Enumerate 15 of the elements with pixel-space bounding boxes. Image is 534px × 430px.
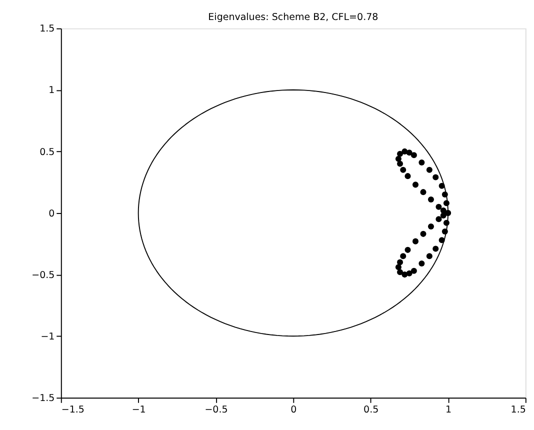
chart-title: Eigenvalues: Scheme B2, CFL=0.78 bbox=[208, 12, 378, 23]
y-tick-label: 1 bbox=[48, 85, 55, 96]
x-tick-label: 0 bbox=[290, 404, 297, 416]
x-tick-label: −0.5 bbox=[204, 404, 228, 416]
y-tick-label: −1.5 bbox=[32, 392, 55, 404]
x-tick-label: 1 bbox=[445, 404, 452, 416]
y-tick-label: −0.5 bbox=[32, 270, 55, 281]
x-tick-label: 0.5 bbox=[364, 404, 379, 416]
x-tick-label: 1.5 bbox=[510, 404, 526, 416]
x-tick-label: −1.5 bbox=[61, 404, 84, 416]
y-tick-label: 0.5 bbox=[40, 146, 55, 158]
y-tick-label: −1 bbox=[40, 331, 55, 342]
x-tick-label: −1 bbox=[132, 404, 146, 416]
y-tick-label: 0 bbox=[48, 208, 55, 220]
y-tick-label: 1.5 bbox=[40, 24, 55, 35]
